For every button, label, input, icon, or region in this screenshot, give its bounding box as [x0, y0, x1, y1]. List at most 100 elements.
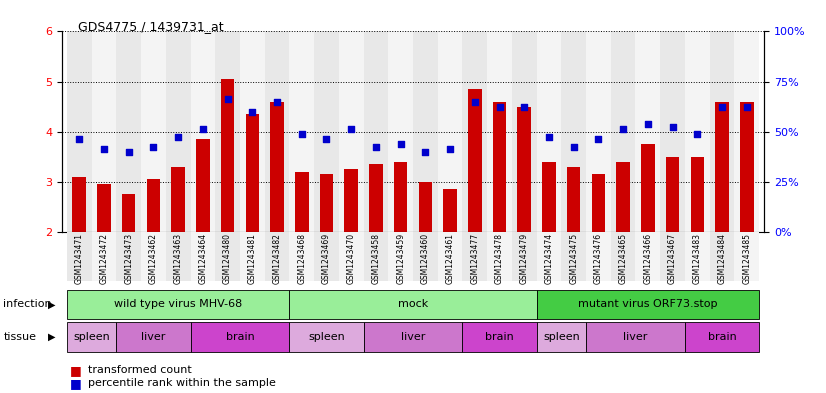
Text: GSM1243467: GSM1243467	[668, 233, 677, 285]
Point	[344, 126, 358, 132]
Bar	[191, 232, 216, 281]
Text: spleen: spleen	[308, 332, 344, 342]
Text: ▶: ▶	[48, 332, 55, 342]
Text: mock: mock	[398, 299, 428, 309]
Text: GSM1243459: GSM1243459	[396, 233, 405, 285]
Text: brain: brain	[485, 332, 514, 342]
Point	[641, 121, 654, 127]
Point	[221, 96, 235, 102]
Point	[493, 103, 506, 110]
Bar	[635, 31, 660, 232]
Bar	[344, 169, 358, 232]
Bar	[122, 194, 135, 232]
Point	[295, 131, 308, 137]
Text: spleen: spleen	[74, 332, 110, 342]
Bar	[660, 232, 685, 281]
Bar	[660, 31, 685, 232]
Point	[394, 141, 407, 147]
Text: GSM1243470: GSM1243470	[347, 233, 356, 285]
Bar	[413, 31, 438, 232]
Bar	[635, 232, 660, 281]
Bar	[666, 157, 679, 232]
Text: GSM1243484: GSM1243484	[718, 233, 727, 285]
Bar	[339, 31, 363, 232]
Bar	[734, 232, 759, 281]
Text: GSM1243461: GSM1243461	[445, 233, 454, 285]
Bar	[141, 31, 166, 232]
Bar	[537, 31, 562, 232]
Text: tissue: tissue	[3, 332, 36, 342]
Bar	[191, 31, 216, 232]
Bar	[567, 167, 581, 232]
Bar	[67, 232, 92, 281]
Text: GSM1243485: GSM1243485	[743, 233, 751, 285]
Text: liver: liver	[141, 332, 165, 342]
Bar	[715, 101, 729, 232]
Text: ▶: ▶	[48, 299, 55, 309]
Bar	[691, 157, 704, 232]
Text: GSM1243463: GSM1243463	[173, 233, 183, 285]
Bar	[438, 31, 463, 232]
Text: GSM1243469: GSM1243469	[322, 233, 331, 285]
Bar	[444, 189, 457, 232]
Bar	[264, 31, 289, 232]
Bar	[166, 232, 191, 281]
Bar	[586, 232, 610, 281]
Bar	[463, 31, 487, 232]
Text: wild type virus MHV-68: wild type virus MHV-68	[114, 299, 242, 309]
Bar	[147, 179, 160, 232]
Text: brain: brain	[225, 332, 254, 342]
Text: GSM1243478: GSM1243478	[495, 233, 504, 285]
Bar	[339, 232, 363, 281]
Point	[197, 126, 210, 132]
Bar	[171, 167, 185, 232]
Bar	[369, 164, 382, 232]
Bar	[610, 31, 635, 232]
Text: GSM1243477: GSM1243477	[470, 233, 479, 285]
Bar	[320, 174, 333, 232]
Point	[616, 126, 629, 132]
Bar	[512, 31, 537, 232]
Bar	[196, 139, 210, 232]
Text: GSM1243483: GSM1243483	[693, 233, 702, 285]
Point	[73, 136, 86, 142]
Bar	[710, 232, 734, 281]
Bar	[166, 31, 191, 232]
Bar	[487, 232, 512, 281]
Bar	[616, 162, 630, 232]
Bar	[685, 31, 710, 232]
Bar	[67, 31, 92, 232]
Bar	[270, 101, 284, 232]
Point	[147, 143, 160, 150]
Bar	[92, 232, 116, 281]
Text: infection: infection	[3, 299, 52, 309]
Bar	[141, 232, 166, 281]
Bar	[734, 31, 759, 232]
Bar	[116, 232, 141, 281]
Point	[567, 143, 581, 150]
Bar	[537, 232, 562, 281]
Bar	[394, 162, 407, 232]
Point	[543, 134, 556, 140]
Bar	[289, 31, 314, 232]
Bar	[216, 232, 240, 281]
Text: GSM1243475: GSM1243475	[569, 233, 578, 285]
Point	[320, 136, 333, 142]
Bar	[562, 31, 586, 232]
Point	[419, 149, 432, 155]
Bar	[216, 31, 240, 232]
Text: GSM1243480: GSM1243480	[223, 233, 232, 285]
Text: GSM1243471: GSM1243471	[75, 233, 83, 285]
Bar	[512, 232, 537, 281]
Bar	[641, 144, 655, 232]
Text: GSM1243458: GSM1243458	[372, 233, 381, 285]
Bar	[542, 162, 556, 232]
Bar	[97, 184, 111, 232]
Bar	[463, 232, 487, 281]
Point	[122, 149, 135, 155]
Point	[468, 98, 482, 105]
Text: GDS4775 / 1439731_at: GDS4775 / 1439731_at	[78, 20, 224, 33]
Point	[172, 134, 185, 140]
Text: GSM1243460: GSM1243460	[421, 233, 430, 285]
Point	[591, 136, 605, 142]
